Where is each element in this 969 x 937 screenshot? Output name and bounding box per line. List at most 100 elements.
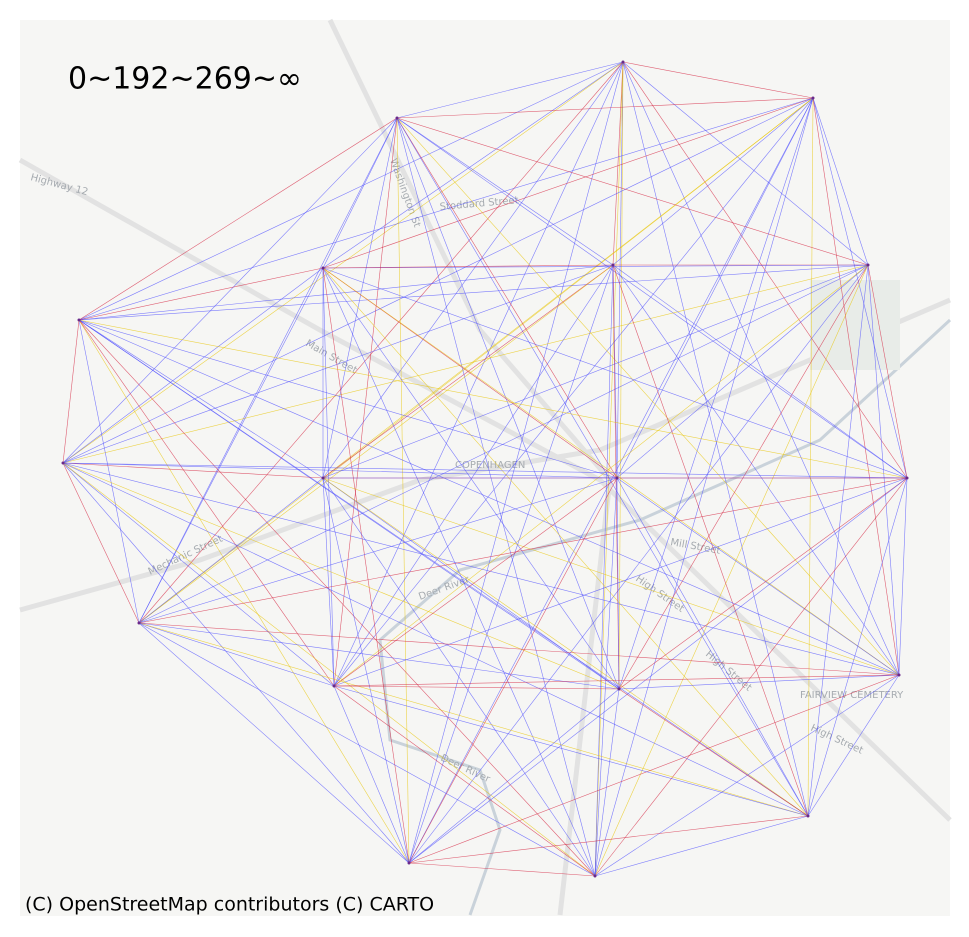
edge — [616, 477, 900, 676]
edge — [408, 688, 620, 864]
edge — [408, 264, 869, 864]
edge — [322, 117, 398, 269]
edge — [322, 267, 410, 864]
node — [621, 60, 625, 64]
edge — [622, 61, 814, 99]
edge — [62, 264, 869, 464]
edge — [62, 462, 618, 479]
edge — [408, 264, 614, 864]
edge — [78, 319, 908, 479]
title: 0~192~269~∞ — [68, 62, 302, 97]
edge — [322, 477, 410, 864]
edge — [867, 264, 900, 676]
edge — [396, 97, 814, 119]
edge — [322, 267, 618, 479]
node — [77, 318, 81, 322]
edge — [78, 319, 324, 479]
edge — [322, 477, 620, 690]
edge — [62, 462, 908, 479]
edge — [62, 462, 809, 817]
edge — [616, 264, 869, 479]
edge — [622, 61, 900, 676]
edge — [322, 477, 335, 687]
edge — [396, 117, 614, 266]
edge — [622, 61, 809, 817]
edge — [616, 97, 814, 479]
edge — [867, 264, 908, 479]
edge — [618, 674, 900, 690]
node — [897, 673, 901, 677]
edge — [322, 117, 398, 479]
edge — [322, 264, 869, 269]
edge — [612, 264, 908, 479]
edge — [138, 264, 869, 624]
edge — [333, 685, 410, 864]
edge — [78, 61, 624, 321]
node — [611, 263, 615, 267]
edge — [322, 267, 596, 877]
edge — [408, 477, 908, 864]
node — [321, 476, 325, 480]
edge — [138, 622, 596, 877]
edge — [396, 117, 900, 676]
edge — [333, 117, 398, 687]
edge — [612, 264, 809, 817]
node — [395, 116, 399, 120]
edge — [78, 267, 324, 321]
edge — [333, 674, 900, 687]
edge — [807, 477, 908, 817]
edge — [408, 674, 900, 864]
edge — [333, 477, 908, 687]
edge — [812, 97, 900, 676]
edge — [322, 267, 809, 817]
edge — [138, 61, 624, 624]
edge — [408, 815, 809, 864]
edge — [138, 117, 398, 624]
edge — [138, 622, 410, 864]
edge — [138, 622, 335, 687]
edge — [594, 815, 809, 877]
edge — [138, 622, 900, 676]
node — [137, 621, 141, 625]
edge — [138, 622, 809, 817]
edge — [594, 688, 620, 877]
edge — [62, 97, 814, 464]
edge — [138, 267, 324, 624]
edge — [333, 264, 869, 687]
edge — [78, 264, 614, 321]
edge — [62, 319, 80, 464]
river-line — [378, 318, 952, 916]
edge — [898, 477, 908, 676]
edge — [138, 477, 324, 624]
edge — [322, 267, 900, 676]
edge — [62, 462, 596, 877]
road — [327, 18, 613, 916]
edge — [408, 97, 814, 864]
edge — [78, 319, 335, 687]
edge — [594, 477, 618, 877]
edge — [78, 117, 398, 321]
attribution: (C) OpenStreetMap contributors (C) CARTO — [25, 894, 434, 916]
node — [332, 684, 336, 688]
edge — [594, 674, 900, 877]
edge — [78, 264, 869, 321]
edge — [333, 61, 624, 687]
edge — [138, 477, 618, 624]
edge — [396, 117, 908, 479]
node — [905, 476, 909, 480]
edge — [333, 685, 809, 817]
map-label: FAIRVIEW CEMETERY — [800, 690, 904, 701]
edge — [78, 319, 410, 864]
edge — [322, 477, 900, 676]
node — [321, 266, 325, 270]
edge — [396, 117, 809, 817]
edge — [618, 264, 869, 690]
road — [19, 297, 951, 613]
edge — [812, 97, 869, 266]
node — [811, 96, 815, 100]
edge — [322, 477, 596, 877]
edge — [616, 477, 809, 817]
edge — [396, 117, 620, 690]
edge — [612, 61, 624, 266]
